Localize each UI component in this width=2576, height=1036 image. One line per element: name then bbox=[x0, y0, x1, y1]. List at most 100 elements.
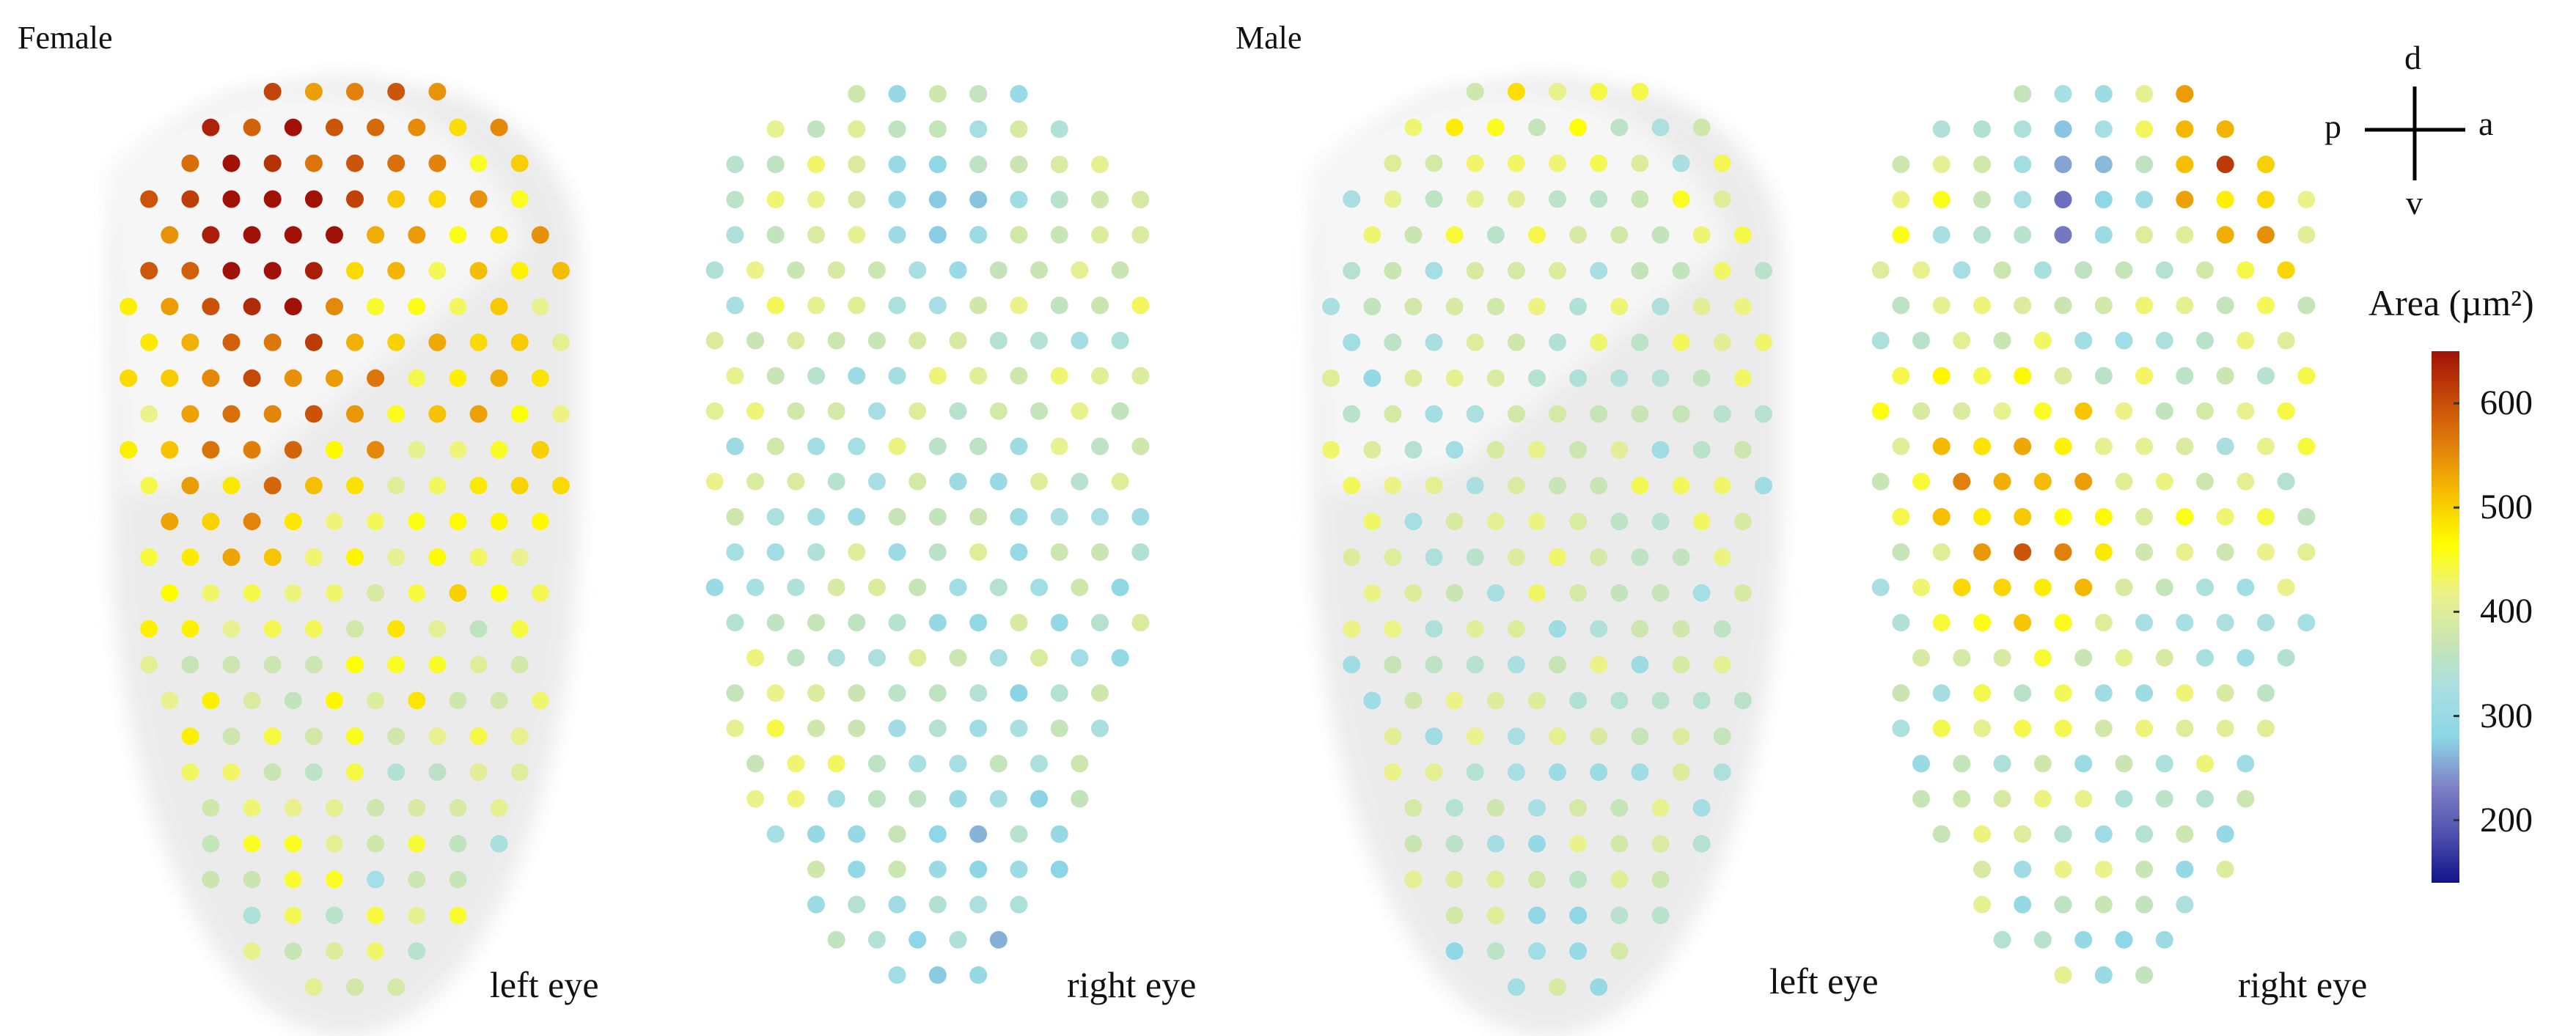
ommatidium-dot bbox=[2297, 543, 2316, 561]
ommatidium-dot bbox=[449, 441, 467, 459]
ommatidium-dot bbox=[949, 331, 967, 350]
ommatidium-dot bbox=[346, 548, 364, 566]
ommatidium-dot bbox=[1466, 620, 1484, 638]
ommatidium-dot bbox=[969, 85, 988, 103]
ommatidium-dot bbox=[1549, 190, 1566, 208]
ommatidium-dot bbox=[222, 655, 241, 674]
ommatidium-dot bbox=[2257, 191, 2275, 209]
ommatidium-dot bbox=[1973, 120, 1991, 139]
ommatidium-dot bbox=[1528, 798, 1546, 817]
ommatidium-dot bbox=[1631, 83, 1649, 100]
ommatidium-dot bbox=[1091, 191, 1109, 209]
ommatidium-dot bbox=[1993, 331, 2011, 350]
ommatidium-dot bbox=[1993, 261, 2011, 279]
ommatidium-dot bbox=[263, 655, 282, 674]
ommatidium-dot bbox=[989, 790, 1008, 808]
ommatidium-dot bbox=[140, 262, 158, 280]
ommatidium-dot bbox=[1466, 548, 1484, 566]
ommatidium-dot bbox=[1131, 296, 1150, 315]
ommatidium-dot bbox=[989, 930, 1008, 949]
ommatidium-dot bbox=[1404, 513, 1423, 531]
colorbar bbox=[2432, 351, 2459, 883]
ommatidium-dot bbox=[551, 262, 570, 280]
ommatidium-dot bbox=[827, 331, 845, 350]
ommatidium-dot bbox=[1733, 513, 1752, 531]
ommatidium-dot bbox=[2014, 120, 2032, 139]
ommatidium-dot bbox=[2135, 85, 2154, 103]
ommatidium-dot bbox=[1733, 691, 1752, 710]
ommatidium-dot bbox=[304, 655, 323, 674]
ommatidium-dot bbox=[1892, 614, 1910, 632]
ommatidium-dot bbox=[1953, 578, 1971, 597]
compass-anterior-label: a bbox=[2478, 105, 2494, 142]
ommatidium-dot bbox=[1131, 226, 1150, 244]
ommatidium-dot bbox=[202, 584, 220, 602]
ommatidium-dot bbox=[1973, 367, 1991, 385]
ommatidium-dot bbox=[928, 120, 947, 139]
ommatidium-dot bbox=[2257, 296, 2275, 315]
ommatidium-dot bbox=[1973, 437, 1991, 455]
ommatidium-dot bbox=[746, 402, 764, 420]
ommatidium-dot bbox=[1131, 507, 1150, 526]
ommatidium-dot bbox=[304, 262, 323, 280]
ommatidium-dot bbox=[222, 763, 241, 782]
ommatidium-dot bbox=[428, 154, 447, 172]
ommatidium-dot bbox=[746, 649, 764, 667]
ommatidium-dot bbox=[928, 895, 947, 914]
ommatidium-dot bbox=[1692, 369, 1711, 387]
ommatidium-dot bbox=[2054, 226, 2072, 244]
ommatidium-dot bbox=[1912, 790, 1930, 808]
ommatidium-dot bbox=[949, 930, 967, 949]
ommatidium-dot bbox=[888, 614, 906, 632]
ommatidium-dot bbox=[510, 405, 529, 423]
ommatidium-dot bbox=[2074, 649, 2093, 667]
ommatidium-dot bbox=[1932, 226, 1951, 244]
ommatidium-dot bbox=[1549, 333, 1566, 351]
ommatidium-dot bbox=[2033, 331, 2052, 350]
ommatidium-dot bbox=[2054, 895, 2072, 914]
ommatidium-dot bbox=[2216, 437, 2234, 455]
ommatidium-dot bbox=[1071, 402, 1089, 420]
ommatidium-dot bbox=[1871, 261, 1890, 279]
ommatidium-dot bbox=[2297, 226, 2316, 244]
ommatidium-dot bbox=[1091, 437, 1109, 455]
ommatidium-dot bbox=[1131, 543, 1150, 561]
ommatidium-dot bbox=[1425, 333, 1443, 351]
ommatidium-dot bbox=[1507, 655, 1525, 674]
ommatidium-dot bbox=[428, 477, 447, 495]
ommatidium-dot bbox=[469, 548, 488, 566]
ommatidium-dot bbox=[1486, 584, 1505, 602]
ommatidium-dot bbox=[1131, 191, 1150, 209]
ommatidium-dot bbox=[387, 262, 406, 280]
ommatidium-dot bbox=[1343, 405, 1361, 423]
ommatidium-dot bbox=[490, 584, 508, 602]
ommatidium-dot bbox=[2135, 191, 2154, 209]
ommatidium-dot bbox=[408, 369, 426, 387]
ommatidium-dot bbox=[346, 190, 364, 208]
ommatidium-dot bbox=[848, 120, 866, 139]
ommatidium-dot bbox=[2054, 191, 2072, 209]
ommatidium-dot bbox=[2257, 437, 2275, 455]
ommatidium-dot bbox=[304, 154, 323, 172]
colorbar-tick-label: 500 bbox=[2480, 488, 2533, 527]
ommatidium-dot bbox=[1528, 441, 1546, 459]
ommatidium-dot bbox=[140, 190, 158, 208]
ommatidium-dot bbox=[928, 719, 947, 738]
ommatidium-dot bbox=[1050, 684, 1068, 702]
ommatidium-dot bbox=[726, 191, 744, 209]
ommatidium-dot bbox=[2094, 296, 2113, 315]
ommatidium-dot bbox=[867, 790, 886, 808]
ommatidium-dot bbox=[428, 727, 447, 746]
ommatidium-dot bbox=[989, 402, 1008, 420]
ommatidium-dot bbox=[969, 296, 988, 315]
ommatidium-dot bbox=[2014, 296, 2032, 315]
ommatidium-dot bbox=[2074, 790, 2093, 808]
ommatidium-dot bbox=[1404, 118, 1423, 136]
ommatidium-dot bbox=[969, 614, 988, 632]
male-left-eye-label: left eye bbox=[1769, 960, 1879, 1002]
ommatidium-dot bbox=[909, 261, 927, 279]
ommatidium-dot bbox=[243, 834, 261, 853]
compass-dorsal-label: d bbox=[2404, 39, 2421, 76]
ommatidium-dot bbox=[2277, 261, 2295, 279]
ommatidium-dot bbox=[909, 402, 927, 420]
